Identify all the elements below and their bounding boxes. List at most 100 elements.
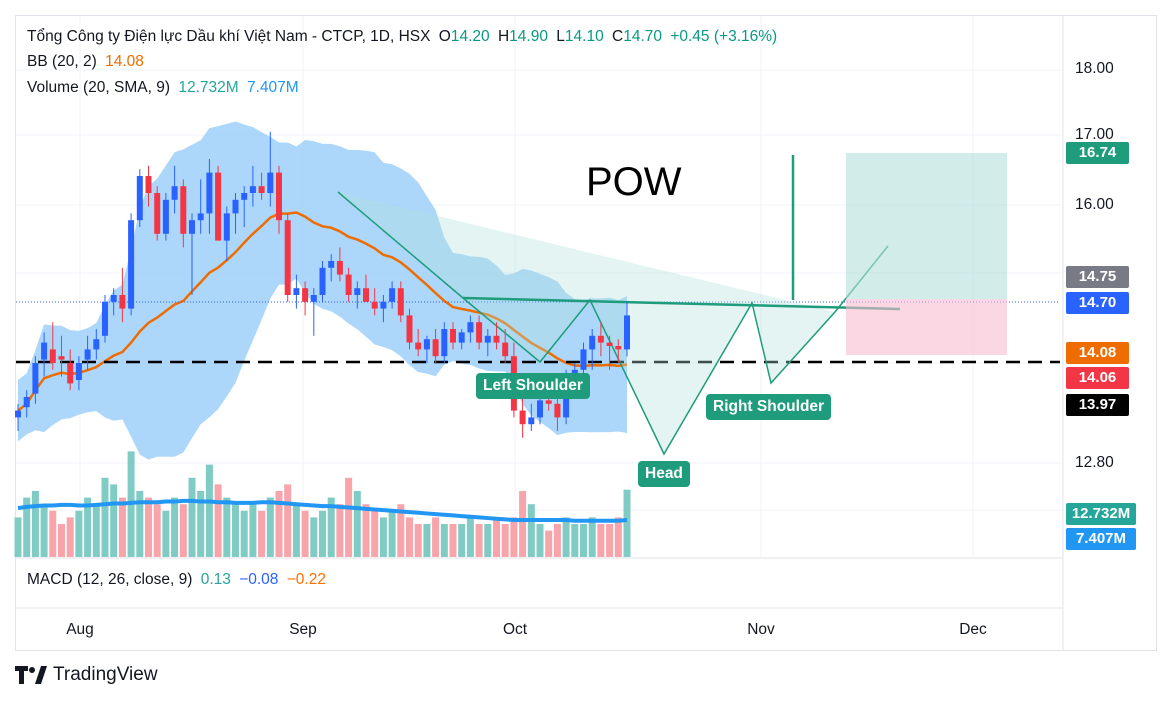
candle-body [276,172,282,221]
volume-bar [162,510,170,557]
candle-body [267,172,274,193]
bollinger-basis-line [17,211,628,412]
volume-bar [371,510,379,557]
bb-value: 14.08 [105,53,144,70]
reference-price-badge: 14.75 [1066,266,1129,288]
candle-body [223,213,230,241]
neckline [462,296,901,311]
candle-body [484,335,491,343]
volume-bar [101,477,109,557]
candle-body [519,410,526,425]
volume-bar [545,530,553,557]
volume-bar [553,524,561,557]
volume-bar [153,504,161,557]
candle-body [406,315,413,343]
stop-zone [846,299,1007,355]
volume-bar [284,484,292,557]
volume-bar [292,504,300,557]
volume-label: Volume (20, SMA, 9) [27,79,171,96]
high-label: H [497,28,510,45]
volume-bar [466,517,474,557]
candle-body [606,342,613,346]
candle-body [215,172,222,241]
candle-body [67,363,74,384]
brand-name: TradingView [53,664,158,685]
macd-hist: −0.22 [286,571,326,588]
volume-sma-value: 7.407M [246,79,299,96]
volume-bar [501,524,509,557]
volume-bar [223,497,231,557]
candle-body [336,261,343,275]
chart-legend-title: Tổng Công ty Điện lực Dầu khí Việt Nam -… [27,28,781,46]
candle-body [232,199,239,214]
ohlc-close: C14.70 [612,28,662,45]
candle-body [189,220,195,234]
volume-bar [614,517,622,557]
candle-body [119,295,126,309]
macd-label: MACD (12, 26, close, 9) [27,571,193,588]
candle-body [580,349,587,370]
candle-body [41,342,48,360]
volume-bar [388,510,396,557]
macd-legend: MACD (12, 26, close, 9) 0.13 −0.08 −0.22 [27,571,330,589]
candle-body [258,186,265,193]
volume-badge: 12.732M [1066,503,1136,525]
candle-body [528,417,535,425]
volume-bar [588,517,596,557]
volume-bar [136,491,144,557]
candle-body [136,176,143,221]
volume-sma-badge: 7.407M [1066,528,1136,550]
open-label: O [438,28,451,45]
volume-bar [571,524,579,557]
volume-bar [336,504,344,557]
ticker-annotation: POW [586,160,682,204]
candle-body [363,288,369,302]
volume-bar [197,491,205,557]
high-value: 14.90 [509,28,548,45]
candle-body [415,342,422,350]
candle-body [345,274,352,295]
volume-bar [14,517,22,557]
candle-body [102,301,108,336]
price-tick: 16.00 [1075,196,1114,213]
left-shoulder-label: Left Shoulder [476,373,590,399]
volume-value: 12.732M [178,79,239,96]
candle-body [302,288,309,302]
volume-bar [214,484,222,557]
candle-body [423,339,430,350]
price-tick: 12.80 [1075,454,1114,471]
candle-body [154,193,161,234]
ohlc-open: O14.20 [439,28,490,45]
close-label: C [612,28,624,45]
macd-signal: −0.08 [239,571,279,588]
volume-bar [118,497,126,557]
volume-bar [458,524,466,557]
candle-body [319,267,326,295]
volume-bar [353,491,361,557]
target-zone [846,153,1007,299]
volume-bar [301,510,309,557]
candle-body [450,329,456,343]
candle-body [554,403,561,418]
tradingview-logo[interactable]: TradingView [15,664,158,686]
volume-bar [623,489,631,557]
volume-bar [519,491,527,557]
volume-bar [423,524,431,557]
candle-body [84,349,91,360]
volume-bar [75,510,83,557]
candle-body [537,400,543,418]
volume-bar [188,477,196,557]
volume-bar [40,504,48,557]
volume-bar [249,504,257,557]
ohlc-high: H14.90 [498,28,548,45]
candle-body [284,220,291,295]
candle-body [476,322,483,343]
candle-body [162,199,169,234]
tradingview-icon [15,666,47,684]
candle-body [180,186,187,234]
candle-body [197,213,204,221]
candle-body [624,315,630,350]
volume-bar [145,497,152,557]
volume-bar [536,524,544,557]
